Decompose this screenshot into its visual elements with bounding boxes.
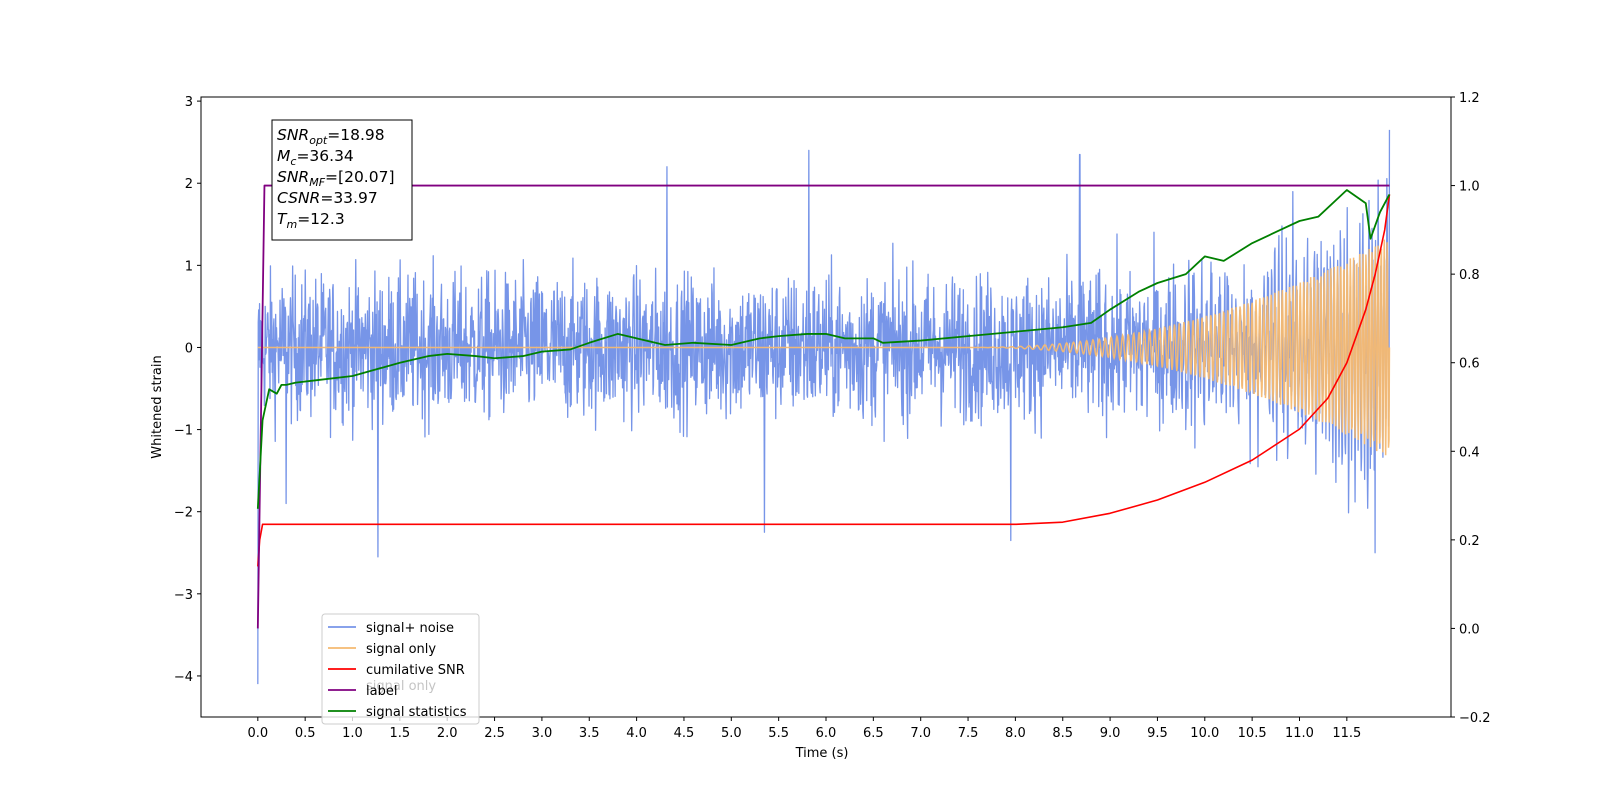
series-layer <box>256 129 1391 685</box>
x-tick-label: 9.0 <box>1100 726 1121 741</box>
x-tick-label: 3.0 <box>532 726 553 741</box>
y-tick-label: 3 <box>185 95 193 110</box>
y-tick-label: 1 <box>185 259 193 274</box>
annotation-box: SNRopt=18.98Mc=36.34SNRMF=[20.07]CSNR=33… <box>271 119 413 241</box>
legend-label: signal only <box>366 642 436 657</box>
legend-label: signal+ noise <box>366 621 454 636</box>
y2-tick-label: 0.0 <box>1459 622 1480 637</box>
y-tick-label: −3 <box>174 588 193 603</box>
x-tick-label: 9.5 <box>1147 726 1168 741</box>
legend-ghost-label: signal only <box>366 679 436 694</box>
series-signal-only-line <box>257 239 1391 456</box>
y-axis-label: Whitened strain <box>150 355 165 458</box>
x-tick-label: 6.0 <box>816 726 837 741</box>
legend-label: cumilative SNR <box>366 663 465 678</box>
x-axis: 0.0 0.5 1.0 1.5 2.0 2.5 3.0 3.5 4.0 4.5 5.0 5.5 6.0 6… <box>247 717 1361 741</box>
x-tick-label: 1.5 <box>390 726 411 741</box>
x-tick-label: 6.5 <box>863 726 884 741</box>
y2-tick-label: 0.2 <box>1459 534 1480 549</box>
series-cumulative-snr-line <box>257 194 1391 567</box>
x-tick-label: 4.0 <box>626 726 647 741</box>
annotation-line: SNRopt=18.98 <box>277 126 385 147</box>
y2-tick-label: 0.4 <box>1459 445 1480 460</box>
x-tick-label: 7.0 <box>910 726 931 741</box>
x-tick-label: 4.5 <box>674 726 695 741</box>
x-axis-label: Time (s) <box>795 746 849 761</box>
annotation-line: SNRMF=[20.07] <box>277 168 395 189</box>
y2-tick-label: 0.8 <box>1459 268 1480 283</box>
x-tick-label: 3.5 <box>579 726 600 741</box>
y-tick-label: −1 <box>174 424 193 439</box>
x-tick-label: 8.5 <box>1052 726 1073 741</box>
y-tick-label: −2 <box>174 506 193 521</box>
x-tick-label: 10.0 <box>1190 726 1219 741</box>
x-tick-label: 11.5 <box>1332 726 1361 741</box>
y2-tick-label: −0.2 <box>1459 711 1491 726</box>
y2-tick-label: 1.2 <box>1459 91 1480 106</box>
y-tick-label: 2 <box>185 177 193 192</box>
annotation-frame <box>271 119 413 241</box>
y2-tick-label: 0.6 <box>1459 357 1480 372</box>
legend-label: signal statistics <box>366 705 467 720</box>
series-signal-statistics-line <box>256 189 1391 509</box>
x-tick-label: 2.5 <box>484 726 505 741</box>
x-tick-label: 0.0 <box>247 726 268 741</box>
x-tick-label: 5.0 <box>721 726 742 741</box>
x-tick-label: 11.0 <box>1285 726 1314 741</box>
annotation-line: Tm=12.3 <box>277 210 345 231</box>
x-tick-label: 2.0 <box>437 726 458 741</box>
annotation-line: Mc=36.34 <box>277 147 354 168</box>
x-tick-label: 7.5 <box>958 726 979 741</box>
x-tick-label: 5.5 <box>768 726 789 741</box>
annotation-line: CSNR=33.97 <box>277 189 378 207</box>
x-tick-label: 8.0 <box>1005 726 1026 741</box>
y-tick-label: −4 <box>174 670 193 685</box>
x-tick-label: 10.5 <box>1238 726 1267 741</box>
y2-tick-label: 1.0 <box>1459 180 1480 195</box>
x-tick-label: 0.5 <box>295 726 316 741</box>
y-axis-left: −4 −3 −2 −1 0 1 2 3 <box>174 95 201 685</box>
legend-label: label <box>366 684 397 699</box>
y-tick-label: 0 <box>185 341 193 356</box>
x-tick-label: 1.0 <box>342 726 363 741</box>
legend-frame <box>321 613 480 725</box>
y-axis-right: −0.2 0.0 0.2 0.4 0.6 0.8 1.0 1.2 <box>1451 91 1491 726</box>
